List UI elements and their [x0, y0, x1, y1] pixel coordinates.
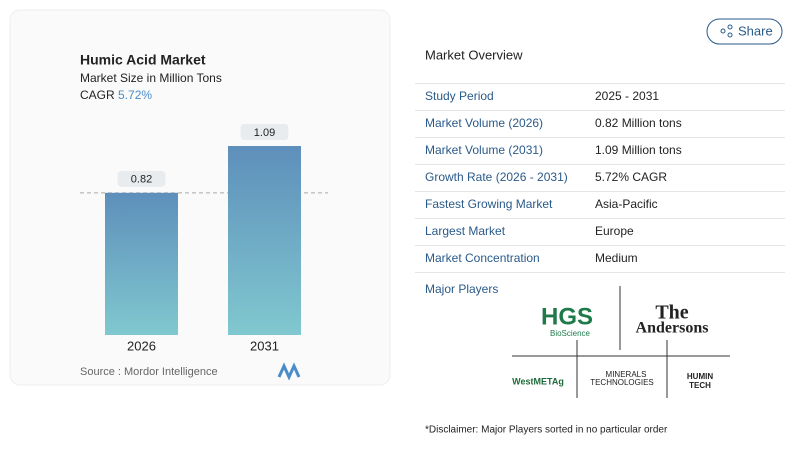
- bar: [105, 192, 178, 335]
- player-logo-text: HGS: [541, 303, 593, 330]
- player-logo-text: MINERALS: [606, 370, 647, 379]
- source: Source : Mordor Intelligence: [80, 366, 218, 378]
- row-label: Market Volume (2026): [425, 116, 543, 130]
- disclaimer: *Disclaimer: Major Players sorted in no …: [425, 425, 668, 436]
- player-logo-text: The: [655, 302, 688, 324]
- row-label: Market Concentration: [425, 251, 540, 265]
- chart-subtitle: Market Size in Million Tons: [80, 71, 222, 85]
- cagr: CAGR 5.72%: [80, 88, 152, 102]
- row-value: 1.09 Million tons: [595, 143, 682, 157]
- row-value: Medium: [595, 251, 638, 265]
- share-button[interactable]: Share: [706, 18, 783, 45]
- x-tick-label: 2026: [127, 338, 156, 353]
- value-label-box: [240, 124, 289, 140]
- player-logo-text: BioScience: [550, 329, 591, 338]
- player-logo-text: TECH: [689, 381, 711, 390]
- value-label: 0.82: [131, 174, 152, 186]
- chart-title: Humic Acid Market: [80, 52, 206, 68]
- value-label-box: [117, 170, 166, 187]
- players-title: Major Players: [425, 282, 498, 296]
- row-value: 2025 - 2031: [595, 89, 659, 103]
- value-label: 1.09: [254, 127, 275, 139]
- row-label: Market Volume (2031): [425, 143, 543, 157]
- row-value: 5.72% CAGR: [595, 170, 667, 184]
- share-label[interactable]: Share: [738, 23, 773, 38]
- x-tick-label: 2031: [250, 338, 279, 353]
- cagr-label: CAGR: [80, 88, 115, 102]
- player-logo-text: WestMETAg: [512, 376, 564, 386]
- row-label: Growth Rate (2026 - 2031): [425, 170, 568, 184]
- cagr-value: 5.72%: [118, 88, 152, 102]
- player-logo-text: Andersons: [636, 320, 709, 337]
- overview-table: Study Period 2025 - 2031 Market Volume (20…: [415, 83, 785, 273]
- player-logo-text: TECHNOLOGIES: [590, 378, 654, 387]
- row-value: Europe: [595, 224, 634, 238]
- source-logo: [277, 362, 301, 381]
- row-label: Fastest Growing Market: [425, 197, 553, 211]
- row-value: 0.82 Million tons: [595, 116, 682, 130]
- row-label: Study Period: [425, 89, 494, 103]
- player-logo-text: HUMIN: [687, 372, 713, 381]
- row-value: Asia-Pacific: [595, 197, 658, 211]
- bar: [228, 146, 301, 335]
- overview-title: Market Overview: [425, 47, 523, 62]
- row-label: Largest Market: [425, 224, 506, 238]
